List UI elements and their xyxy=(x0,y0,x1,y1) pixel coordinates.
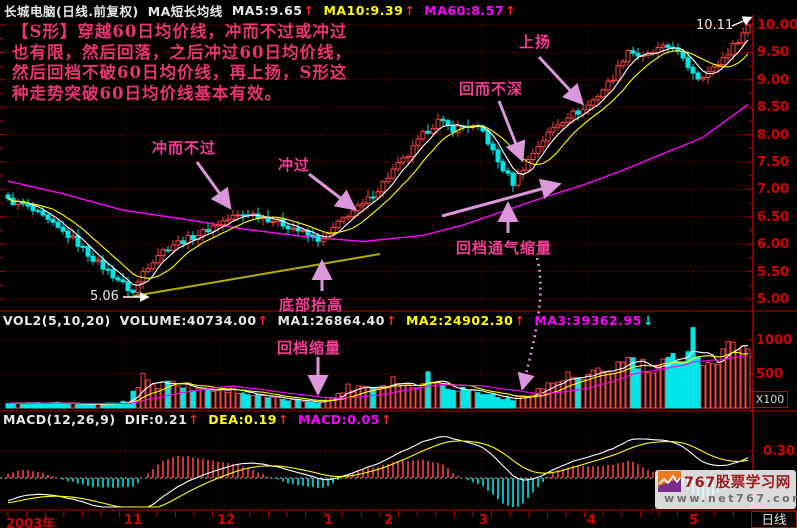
up-arrow-icon: ↑ xyxy=(257,313,269,328)
price-axis-label: 6.00 xyxy=(757,237,790,253)
annotation-arrow-shang-yang xyxy=(537,55,585,106)
site-watermark: 767股票学习网 www.net767.com xyxy=(655,470,797,509)
price-axis-label: 7.50 xyxy=(757,155,790,170)
low-price-label: 5.06 xyxy=(90,289,119,304)
indicator-value: MA60:8.57 ↑ xyxy=(424,3,517,18)
time-axis-label: 12 xyxy=(217,513,236,528)
volume-axis-label: 500 xyxy=(756,367,784,382)
up-arrow-icon: ↑ xyxy=(188,412,200,427)
stock-title: 长城电脑(日线.前复权) xyxy=(4,4,139,19)
time-axis-label: 1 xyxy=(324,513,334,528)
price-axis-label: 9.00 xyxy=(757,72,790,88)
indicator-value: MACD(12,26,9) xyxy=(3,412,116,427)
annotation-arrow-chong-guo xyxy=(308,172,357,211)
down-arrow-icon: ↓ xyxy=(642,313,654,328)
note-line: 【S形】穿越60日均价线，冲而不过或冲过 xyxy=(12,22,348,41)
indicator-value: VOL2(5,10,20) xyxy=(3,313,111,328)
time-axis-label: 3 xyxy=(479,513,489,528)
price-axis-label: 10.00 xyxy=(757,18,797,33)
up-arrow-icon: ↑ xyxy=(380,412,392,427)
up-arrow-icon: ↑ xyxy=(514,313,526,328)
indicator-value: MA1:26864.40 ↑ xyxy=(277,313,397,328)
site-name: 767股票学习网 xyxy=(684,475,791,491)
indicator-value: MACD:0.05 ↑ xyxy=(297,412,392,427)
time-axis-label: 4 xyxy=(587,513,597,528)
time-axis-label: 5 xyxy=(689,513,699,528)
high-price-label: 10.11 xyxy=(696,18,734,33)
up-arrow-icon: ↑ xyxy=(404,3,416,18)
ma-legend: MA5:9.65 ↑ MA10:9.39 ↑ MA60:8.57 ↑ xyxy=(232,3,516,18)
indicator-value: MA3:39362.95 ↓ xyxy=(534,313,654,328)
indicator-name: MA短长均线 xyxy=(147,4,223,19)
time-axis-label: 11 xyxy=(124,513,143,528)
note-line: 然后回档不破60日均价线，再上扬，S形这 xyxy=(12,63,348,82)
macd-header: MACD(12,26,9) DIF:0.21 ↑ DEA:0.19 ↑ MACD:0.05… xyxy=(3,412,392,427)
indicator-value: DEA:0.19 ↑ xyxy=(208,412,289,427)
site-url: www.net767.com xyxy=(664,492,797,505)
indicator-value: MA10:9.39 ↑ xyxy=(323,3,416,18)
period-selector[interactable]: 日线 xyxy=(751,511,797,528)
note-line: 种走势突破60日均价线基本有效。 xyxy=(12,83,282,103)
price-axis-label: 6.50 xyxy=(757,209,790,225)
time-axis-label: 2003年 xyxy=(6,517,56,528)
up-arrow-icon: ↑ xyxy=(505,3,517,18)
price-axis-label: 8.00 xyxy=(757,127,790,143)
annotation-arrow-chong-er-bu-guo xyxy=(195,161,232,210)
title-bar: 长城电脑(日线.前复权) MA短长均线 MA5:9.65 ↑ MA10:9.39 ↑ M… xyxy=(4,1,516,20)
annotation-chong-er-bu-guo: 冲而不过 xyxy=(152,139,217,157)
macd-axis-label: 0.30 xyxy=(763,444,796,459)
note-line: 也有限，然后回落，之后冲过60日均价线， xyxy=(12,42,352,62)
site-logo-icon xyxy=(658,471,681,492)
price-axis-label: 9.50 xyxy=(757,45,790,61)
indicator-value: MA5:9.65 ↑ xyxy=(231,3,315,18)
annotation-arrow-hui-er-bu-shen xyxy=(497,100,526,163)
annotation-hui-er-bu-shen: 回而不深 xyxy=(459,80,524,98)
price-axis-label: 5.50 xyxy=(757,264,790,280)
indicator-value: VOLUME:40734.00 ↑ xyxy=(119,313,269,328)
annotation-hui-dang-suo-liang: 回档缩量 xyxy=(277,339,342,357)
price-axis-label: 7.00 xyxy=(757,182,790,198)
annotation-di-bu-tai-gao: 底部抬高 xyxy=(279,296,344,314)
volume-unit-box: X100 xyxy=(752,391,788,408)
annotation-hui-dang-tong-qi-suo-liang: 回档通气缩量 xyxy=(456,239,553,257)
indicator-value: DIF:0.21 ↑ xyxy=(124,412,200,427)
price-axis-label: 8.50 xyxy=(757,100,790,116)
up-arrow-icon: ↑ xyxy=(385,313,397,328)
annotation-chong-guo: 冲过 xyxy=(278,156,311,174)
time-axis-label: 2 xyxy=(384,513,394,528)
up-arrow-icon: ↑ xyxy=(303,3,315,18)
up-arrow-icon: ↑ xyxy=(277,412,289,427)
price-axis-label: 5.00 xyxy=(757,292,790,307)
annotation-shang-yang: 上扬 xyxy=(519,33,552,51)
volume-header: VOL2(5,10,20) VOLUME:40734.00 ↑ MA1:26864.4… xyxy=(3,313,654,328)
volume-axis-label: 1000 xyxy=(756,333,793,348)
tutorial-note: 【S形】穿越60日均价线，冲而不过或冲过 也有限，然后回落，之后冲过60日均价线… xyxy=(12,22,352,104)
indicator-value: MA2:24902.30 ↑ xyxy=(405,313,526,328)
